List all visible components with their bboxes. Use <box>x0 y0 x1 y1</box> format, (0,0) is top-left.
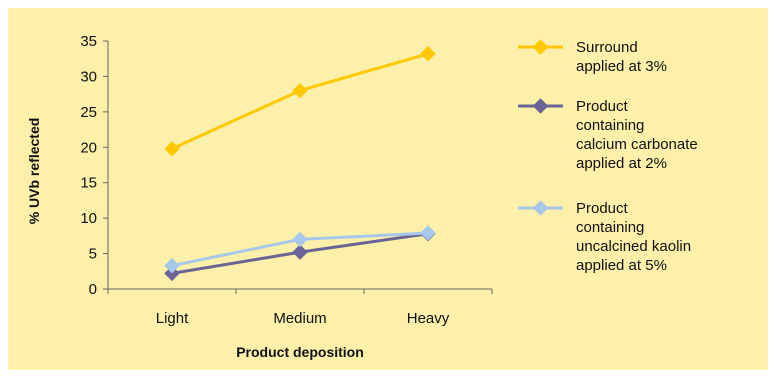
chart-panel: 0 5 10 15 20 25 30 35 Light Medium Heavy % UVb ref… <box>8 8 768 370</box>
legend-label-line: applied at 5% <box>576 257 667 274</box>
legend-label-line: applied at 2% <box>576 155 667 172</box>
data-point-marker <box>292 244 308 260</box>
y-tick-label: 15 <box>80 175 97 192</box>
data-point-marker <box>420 46 436 62</box>
data-point-marker <box>164 265 180 282</box>
legend-label-line: uncalcined kaolin <box>576 238 691 255</box>
series-1 <box>164 46 436 157</box>
legend-marker <box>532 98 549 114</box>
y-tick-label: 35 <box>80 33 97 50</box>
y-tick-label: 25 <box>80 104 97 121</box>
data-point-marker <box>164 257 180 274</box>
legend-label-line: containing <box>576 117 644 134</box>
y-tick-label: 5 <box>89 246 97 263</box>
legend-label-line: Product <box>576 98 629 115</box>
x-axis-label: Product deposition <box>236 344 364 360</box>
series-line <box>171 52 429 151</box>
data-point-marker <box>292 231 308 248</box>
x-tick-label: Heavy <box>407 310 450 327</box>
data-point-marker <box>164 140 180 157</box>
legend-label: Product containing calcium carbonate applie… <box>576 98 698 172</box>
legend-label-line: Surround <box>576 39 638 56</box>
y-tick-label: 20 <box>80 139 97 156</box>
legend-label: Product containing uncalcined kaolin applie… <box>576 200 691 274</box>
data-point-marker <box>420 225 436 241</box>
series-3 <box>164 225 436 274</box>
axes: 0 5 10 15 20 25 30 35 Light Medium Heavy <box>80 33 493 327</box>
x-tick-label: Medium <box>273 310 326 327</box>
legend-marker <box>532 200 549 216</box>
legend-item-2: Product containing calcium carbonate applie… <box>518 98 698 172</box>
line-chart: 0 5 10 15 20 25 30 35 Light Medium Heavy % UVb ref… <box>26 33 698 360</box>
legend-item-1: Surround applied at 3% <box>518 39 667 75</box>
data-point-marker <box>292 82 308 99</box>
y-tick-label: 30 <box>80 68 97 85</box>
plot-area <box>164 46 436 282</box>
legend-label: Surround applied at 3% <box>576 39 667 75</box>
y-axis-label: % UVb reflected <box>26 118 42 225</box>
legend-label-line: calcium carbonate <box>576 136 698 153</box>
legend-label-line: containing <box>576 219 644 236</box>
legend-item-3: Product containing uncalcined kaolin applie… <box>518 200 691 274</box>
legend-marker <box>532 39 549 55</box>
legend-label-line: applied at 3% <box>576 58 667 75</box>
y-tick-label: 0 <box>89 281 97 298</box>
y-tick-label: 10 <box>80 210 97 227</box>
legend: Surround applied at 3% Product containing ca… <box>518 39 698 274</box>
x-tick-label: Light <box>156 310 189 327</box>
legend-label-line: Product <box>576 200 629 217</box>
